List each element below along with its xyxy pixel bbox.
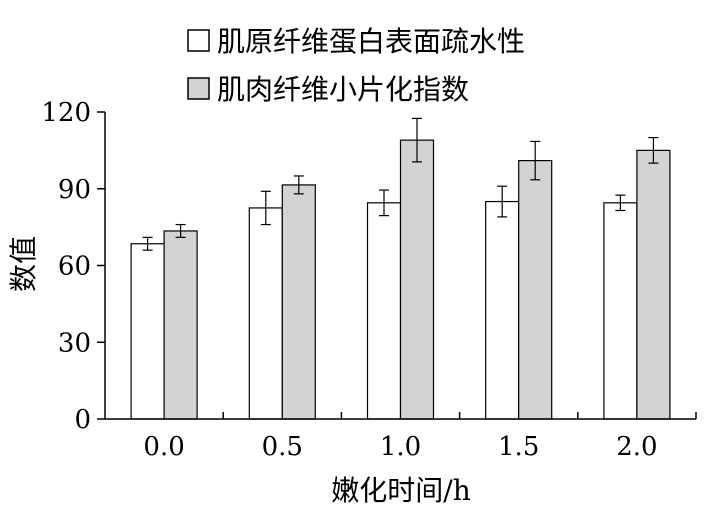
bars-layer: [130, 139, 671, 420]
bar-series-2-cat-0.0: [163, 230, 198, 420]
error-bar-series-2-cat-2.0: [648, 136, 659, 164]
y-axis-label: 数值: [7, 236, 40, 292]
bar-series-2-cat-1.5: [518, 160, 553, 420]
bar-series-1-cat-1.5: [485, 200, 520, 420]
y-tick-label-0: 0: [74, 405, 91, 435]
axes-layer: [97, 111, 697, 420]
y-tick-label-120: 120: [41, 98, 91, 128]
bar-series-2-cat-2.0: [636, 149, 671, 420]
error-bar-series-2-cat-0.5: [293, 175, 304, 195]
legend-swatch-series-1: [187, 29, 210, 52]
x-tick-label-1.5: 1.5: [498, 432, 539, 462]
bar-series-2-cat-0.5: [281, 184, 316, 420]
bar-series-1-cat-2.0: [603, 202, 638, 420]
error-bar-series-1-cat-1.5: [497, 185, 508, 218]
y-tick-label-60: 60: [58, 252, 91, 282]
error-bar-series-1-cat-2.0: [615, 194, 626, 212]
legend-swatch-series-2: [187, 77, 210, 100]
legend-label-series-1: 肌原纤维蛋白表面疏水性: [217, 25, 525, 58]
error-bar-series-2-cat-0.0: [175, 223, 186, 238]
bar-series-2-cat-1.0: [399, 139, 435, 420]
x-tick-label-2.0: 2.0: [616, 432, 657, 462]
bar-series-1-cat-0.0: [130, 243, 165, 420]
y-tick-label-90: 90: [58, 175, 91, 205]
legend: 肌原纤维蛋白表面疏水性 肌肉纤维小片化指数: [187, 25, 525, 106]
ticks-layer: 0.0 0.5 1.0 1.5 2.0 0 30 60 90 120: [41, 98, 657, 462]
bar-series-1-cat-1.0: [366, 202, 402, 420]
error-bar-series-1-cat-0.0: [142, 236, 153, 251]
error-bars-layer: [142, 117, 659, 251]
x-tick-label-0.0: 0.0: [143, 432, 184, 462]
x-axis-label: 嫩化时间/h: [331, 474, 470, 507]
bar-series-1-cat-0.5: [248, 207, 283, 420]
x-tick-label-0.5: 0.5: [262, 432, 303, 462]
error-bar-series-1-cat-0.5: [260, 190, 271, 226]
y-tick-label-30: 30: [58, 328, 91, 358]
error-bar-series-1-cat-1.0: [379, 189, 389, 217]
legend-label-series-2: 肌肉纤维小片化指数: [217, 73, 469, 106]
error-bar-series-2-cat-1.5: [530, 140, 541, 181]
error-bar-series-2-cat-1.0: [412, 117, 422, 163]
x-tick-label-1.0: 1.0: [380, 432, 421, 462]
